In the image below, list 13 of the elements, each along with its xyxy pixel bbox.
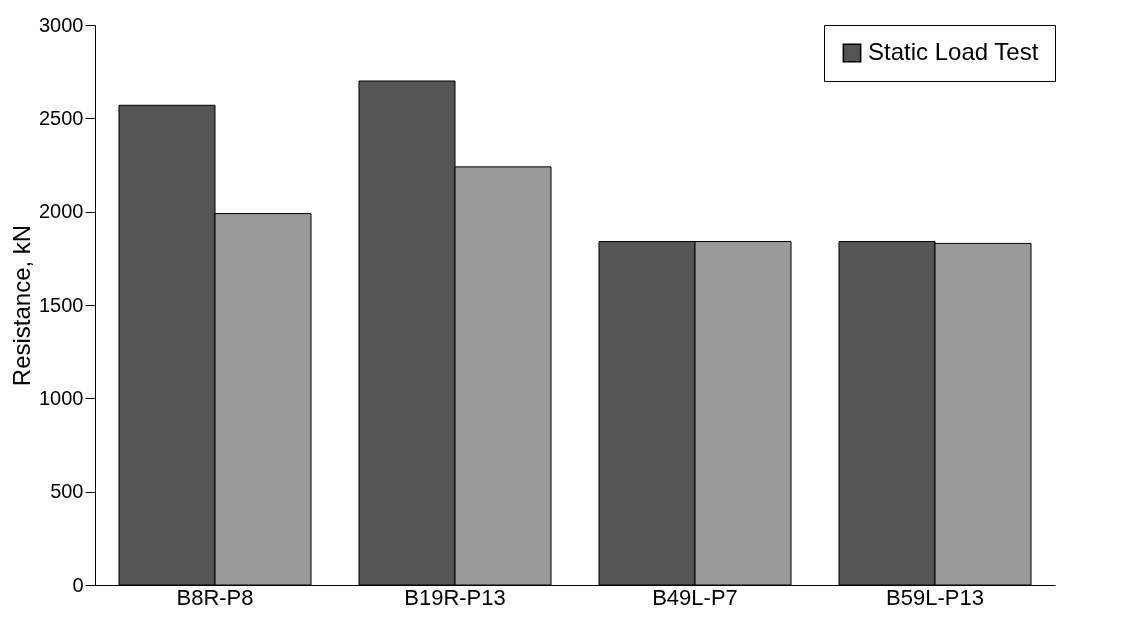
y-tick-label: 1000 (39, 386, 84, 409)
legend-label: Static Load Test (868, 38, 1039, 65)
y-axis-title: Resistance, kN (8, 224, 36, 387)
y-tick-label: 0 (72, 573, 84, 596)
x-tick-label: B49L-P7 (652, 584, 738, 610)
y-tick-label: 2000 (39, 200, 84, 223)
y-tick-label: 1500 (39, 293, 84, 316)
x-tick-label: B8R-P8 (176, 584, 254, 610)
y-tick-label: 2500 (39, 106, 84, 129)
y-tick-label: 3000 (39, 13, 84, 36)
x-tick-label: B59L-P13 (886, 584, 984, 610)
y-tick-label: 500 (50, 480, 84, 503)
x-tick-label: B19R-P13 (404, 584, 506, 610)
